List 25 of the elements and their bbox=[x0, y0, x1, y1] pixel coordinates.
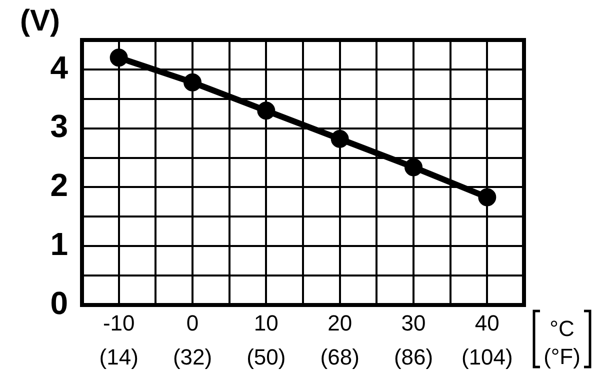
y-tick-label: 4 bbox=[50, 49, 68, 86]
x2-tick-label: (86) bbox=[394, 344, 434, 370]
x-axis-title: °C bbox=[550, 316, 574, 342]
y-tick-label: 2 bbox=[50, 167, 68, 204]
x-tick-label: -10 bbox=[102, 310, 135, 336]
point bbox=[404, 158, 422, 176]
x2-tick-label: (32) bbox=[172, 344, 212, 370]
x-tick-label: 0 bbox=[186, 310, 199, 336]
x2-axis-title: (°F) bbox=[544, 344, 580, 370]
x-tick-label: 30 bbox=[401, 310, 426, 336]
x-tick-label: 10 bbox=[254, 310, 278, 336]
y-axis-title: (V) bbox=[20, 4, 60, 38]
y-tick-label: 3 bbox=[50, 108, 68, 144]
x2-tick-label: (14) bbox=[99, 344, 138, 370]
point bbox=[184, 73, 202, 92]
x2-tick-label: (68) bbox=[320, 344, 360, 370]
point bbox=[257, 102, 276, 120]
y-tick-label: 1 bbox=[50, 226, 68, 262]
point bbox=[330, 130, 349, 148]
x2-tick-label: (50) bbox=[246, 344, 286, 370]
x-tick-label: 20 bbox=[328, 310, 352, 336]
x-tick-label: 40 bbox=[474, 310, 500, 336]
point bbox=[110, 48, 128, 67]
point bbox=[478, 188, 496, 206]
x2-tick-label: (104) bbox=[461, 344, 513, 370]
